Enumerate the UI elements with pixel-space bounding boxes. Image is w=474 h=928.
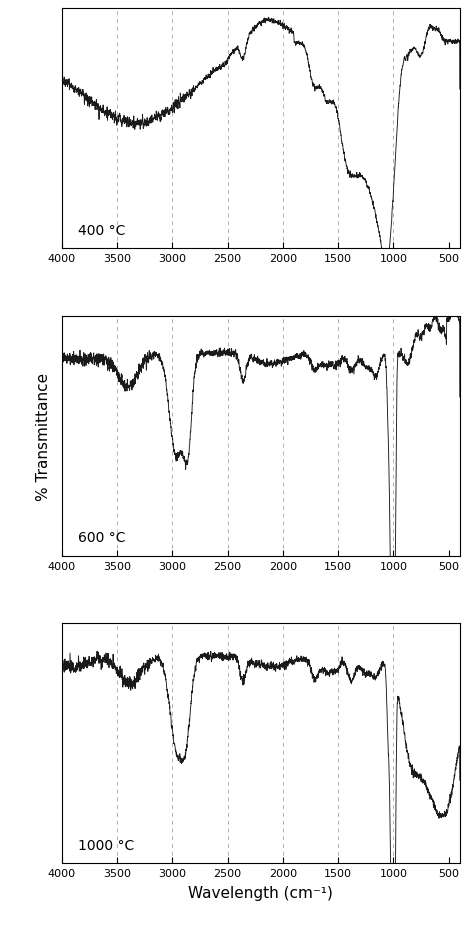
Text: 400 °C: 400 °C [78,224,125,238]
X-axis label: Wavelength (cm⁻¹): Wavelength (cm⁻¹) [188,884,333,900]
Y-axis label: % Transmittance: % Transmittance [36,372,51,500]
Text: 600 °C: 600 °C [78,531,125,545]
Text: 1000 °C: 1000 °C [78,838,134,852]
